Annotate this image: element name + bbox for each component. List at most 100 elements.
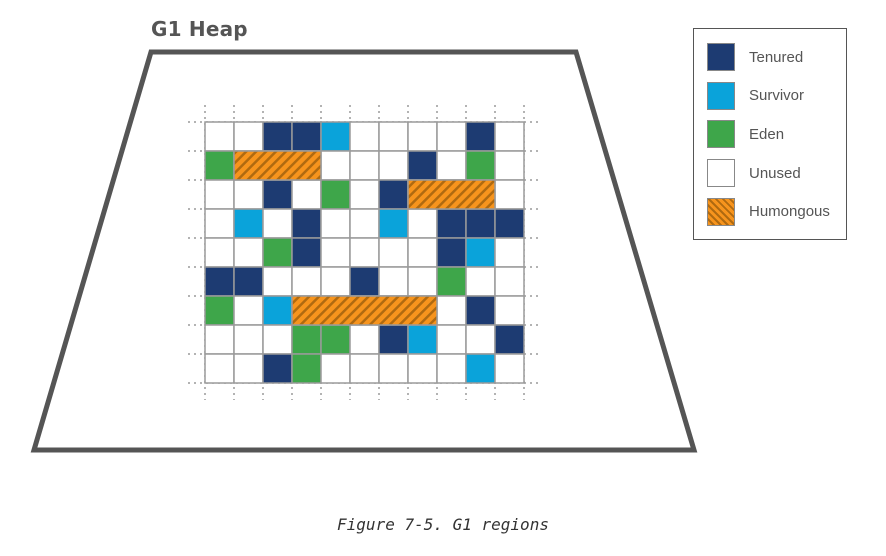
eden-region [320,179,351,210]
unused-region [436,324,467,355]
unused-region [204,353,235,384]
unused-region [349,179,380,210]
tenured-region [378,324,409,355]
tenured-region [233,266,264,297]
unused-region [320,237,351,268]
legend-swatch-unused [707,159,735,188]
unused-region [349,324,380,355]
unused-region [349,208,380,239]
unused-region [349,237,380,268]
tenured-region [436,237,467,268]
unused-region [320,266,351,297]
unused-region [436,295,467,326]
legend: Tenured Survivor Eden Unused Humongous [693,28,847,240]
legend-label-survivor: Survivor [749,87,805,105]
survivor-region [465,353,496,384]
unused-region [378,237,409,268]
legend-label-eden: Eden [749,125,785,143]
unused-region [204,324,235,355]
unused-region [204,121,235,152]
unused-region [378,121,409,152]
unused-region [262,324,293,355]
survivor-region [262,295,293,326]
unused-region [465,324,496,355]
unused-region [378,266,409,297]
unused-region [204,208,235,239]
eden-region [465,150,496,181]
tenured-region [291,208,322,239]
unused-region [233,179,264,210]
survivor-region [465,237,496,268]
eden-region [262,237,293,268]
unused-region [320,150,351,181]
humongous-region [407,179,496,210]
unused-region [494,121,525,152]
eden-region [436,266,467,297]
unused-region [233,295,264,326]
legend-swatch-tenured [707,43,735,71]
survivor-region [320,121,351,152]
unused-region [320,208,351,239]
legend-item-unused: Unused [707,158,801,188]
unused-region [233,237,264,268]
unused-region [407,208,438,239]
tenured-region [465,208,496,239]
humongous-regions [233,150,496,326]
tenured-region [262,179,293,210]
legend-item-humongous: Humongous [707,197,830,227]
unused-region [233,121,264,152]
unused-region [233,324,264,355]
unused-region [262,208,293,239]
unused-region [291,179,322,210]
legend-label-humongous: Humongous [749,203,830,221]
heap-title: G1 Heap [151,17,248,41]
unused-region [494,266,525,297]
unused-region [436,353,467,384]
legend-label-unused: Unused [749,164,801,182]
eden-region [204,295,235,326]
tenured-region [494,208,525,239]
tenured-region [378,179,409,210]
legend-label-tenured: Tenured [749,48,804,66]
unused-region [407,353,438,384]
unused-region [436,150,467,181]
tenured-region [349,266,380,297]
unused-region [378,353,409,384]
legend-item-survivor: Survivor [707,81,804,111]
tenured-region [204,266,235,297]
eden-region [291,353,322,384]
unused-region [262,266,293,297]
unused-region [233,353,264,384]
tenured-region [262,121,293,152]
tenured-region [465,121,496,152]
unused-region [320,353,351,384]
unused-region [494,150,525,181]
unused-region [494,237,525,268]
unused-region [349,353,380,384]
figure-caption: Figure 7-5. G1 regions [337,515,549,534]
unused-region [494,353,525,384]
unused-region [204,237,235,268]
tenured-region [262,353,293,384]
unused-region [465,266,496,297]
tenured-region [465,295,496,326]
unused-region [407,266,438,297]
heap-outline [30,49,698,453]
eden-region [204,150,235,181]
survivor-region [378,208,409,239]
tenured-region [291,121,322,152]
unused-region [378,150,409,181]
humongous-region [291,295,438,326]
tenured-region [407,150,438,181]
legend-item-eden: Eden [707,119,784,149]
legend-item-tenured: Tenured [707,42,803,72]
survivor-region [407,324,438,355]
tenured-region [436,208,467,239]
eden-region [320,324,351,355]
unused-region [291,266,322,297]
unused-region [349,121,380,152]
humongous-region [233,150,322,181]
tenured-region [494,324,525,355]
unused-region [407,237,438,268]
